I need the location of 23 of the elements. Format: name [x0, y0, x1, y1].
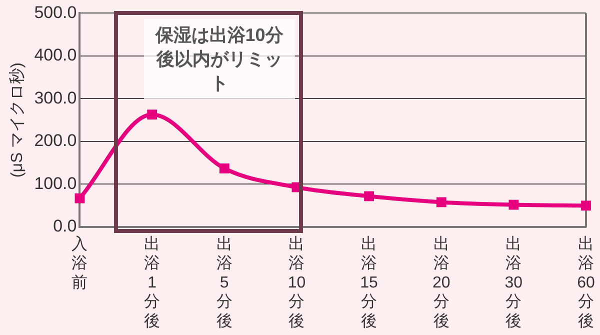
y-tick-label: 200.0: [34, 131, 77, 150]
y-tick-label: 0.0: [53, 216, 77, 236]
y-tick-label: 100.0: [34, 174, 77, 193]
point: [147, 110, 158, 120]
point: [219, 163, 230, 174]
x-tick-label: 出浴20分後: [432, 235, 450, 330]
x-tick-label: 出浴10分後: [288, 235, 306, 330]
point: [581, 200, 591, 211]
x-tick-label: 出浴60分後: [577, 235, 595, 330]
point: [508, 200, 519, 210]
y-tick-label: 300.0: [34, 88, 77, 108]
point: [74, 193, 85, 204]
y-tick-label: 500.0: [34, 2, 77, 22]
x-tick-label: 出浴1分後: [144, 235, 160, 330]
point: [364, 191, 374, 202]
x-tick-label: 出浴5分後: [216, 235, 232, 330]
y-tick-label: 400.0: [34, 46, 77, 65]
point: [436, 197, 446, 208]
x-tick-label: 出浴15分後: [360, 235, 378, 330]
x-tick-label: 入浴前: [72, 235, 88, 292]
y-axis-title: (μS マイクロ秒): [8, 62, 26, 178]
x-tick-label: 出浴30分後: [504, 235, 523, 330]
annotation: 保湿は出浴10分後以内がリミット: [144, 19, 295, 100]
